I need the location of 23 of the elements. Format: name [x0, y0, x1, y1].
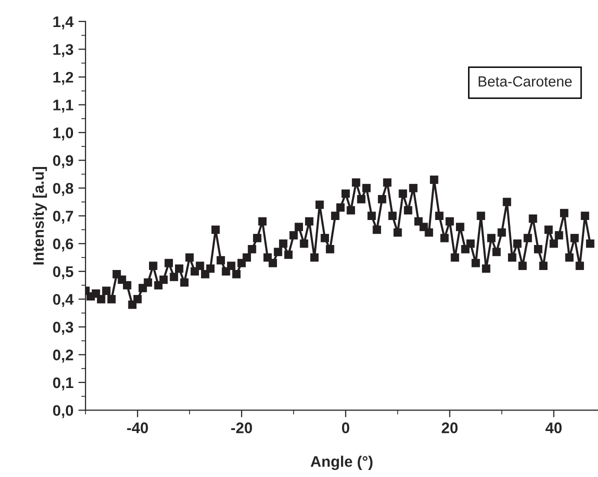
x-tick-label: -20 — [231, 422, 252, 434]
y-tick-label: 1,2 — [53, 72, 74, 85]
y-axis-title: Intensity [a.u] — [32, 167, 47, 264]
annotation: Beta-Carotene — [478, 76, 572, 87]
y-tick-label: 1,1 — [53, 100, 74, 113]
y-tick-label: 1,3 — [53, 44, 74, 58]
y-tick-label: 0,8 — [53, 182, 74, 196]
y-tick-label: 0,2 — [53, 350, 74, 363]
y-tick-label: 1,4 — [53, 16, 74, 30]
y-tick-label: 0,5 — [53, 266, 74, 280]
x-tick-label: -40 — [127, 422, 148, 434]
y-tick-label: 0,1 — [53, 377, 74, 390]
x-axis-title: Angle (°) — [310, 456, 372, 470]
x-tick-label: 40 — [546, 422, 562, 434]
y-tick-label: 0,6 — [53, 238, 74, 252]
y-tick-label: 0,9 — [53, 155, 74, 168]
x-tick-label: 20 — [442, 422, 458, 434]
y-tick-label: 0,0 — [53, 405, 74, 418]
y-tick-label: 0,3 — [53, 322, 74, 335]
y-tick-label: 0,4 — [53, 294, 74, 308]
x-tick-label: 0 — [342, 422, 350, 434]
y-tick-label: 0,7 — [53, 210, 74, 224]
y-tick-label: 1,0 — [53, 127, 74, 140]
